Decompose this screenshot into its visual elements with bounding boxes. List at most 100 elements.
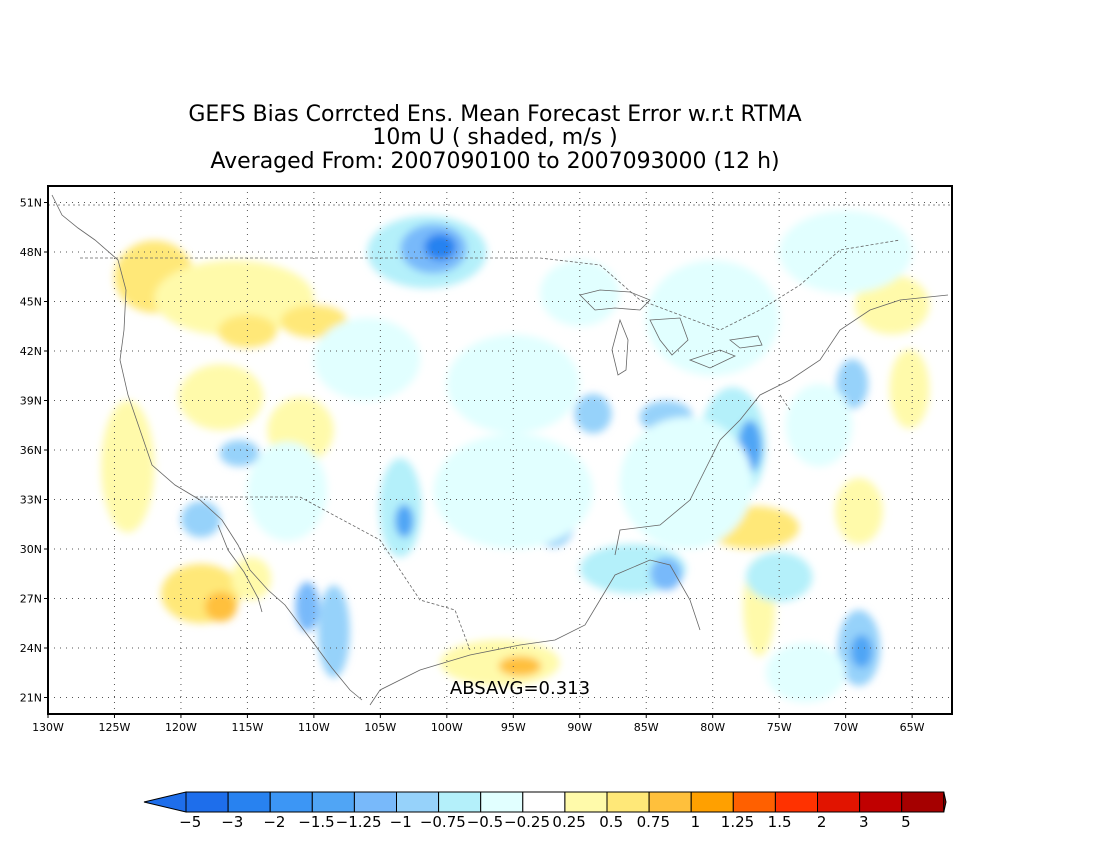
colorbar-label: −0.25 xyxy=(504,813,550,831)
colorbar-swatch xyxy=(185,791,229,813)
great-lakes xyxy=(579,289,763,376)
colorbar-label: −0.5 xyxy=(467,813,503,831)
colorbar-label: −1.5 xyxy=(298,813,334,831)
title-line-2: 10m U ( shaded, m/s ) xyxy=(372,125,618,150)
shaded-blob xyxy=(313,318,421,401)
longitude-labels: 130W 125W 120W 115W 110W 105W 100W 95W 90W 85W 80W… xyxy=(32,714,925,734)
shaded-blob xyxy=(180,501,221,538)
lon-tick-label: 90W xyxy=(567,721,592,734)
shaded-blob xyxy=(835,478,883,545)
shaded-blob xyxy=(154,260,314,337)
colorbar-swatch xyxy=(438,791,482,813)
shaded-blob xyxy=(650,557,683,591)
lon-tick-label: 125W xyxy=(99,721,131,734)
colorbar-swatch xyxy=(774,791,819,813)
colorbar-swatch xyxy=(859,791,903,813)
lon-tick-label: 75W xyxy=(767,721,792,734)
lat-tick-label: 27N xyxy=(20,593,42,606)
colorbar-swatch xyxy=(732,791,776,813)
colorbar-swatch xyxy=(522,791,566,813)
coastlines xyxy=(48,194,952,706)
lat-tick-label: 36N xyxy=(20,444,42,457)
colorbar-swatch xyxy=(648,791,692,813)
shaded-blob xyxy=(204,591,237,622)
lon-tick-label: 100W xyxy=(431,721,463,734)
colorbar-swatch xyxy=(227,791,271,813)
shaded-blob xyxy=(889,349,930,429)
shaded-blob xyxy=(498,656,542,677)
shaded-blob xyxy=(424,233,457,261)
colorbar-swatch xyxy=(269,791,313,813)
colorbar-label: 2 xyxy=(817,813,827,831)
shaded-blob xyxy=(295,582,320,632)
shaded-blob xyxy=(854,275,930,335)
lon-tick-label: 130W xyxy=(32,721,64,734)
lat-tick-label: 39N xyxy=(20,395,42,408)
lon-tick-label: 95W xyxy=(501,721,526,734)
colorbar-label: −2 xyxy=(263,813,285,831)
lon-tick-label: 70W xyxy=(833,721,858,734)
lat-tick-label: 51N xyxy=(20,197,42,210)
colorbar-label: −5 xyxy=(179,813,201,831)
colorbar-label: 1 xyxy=(691,813,701,831)
shaded-blob xyxy=(247,441,328,541)
lon-tick-label: 110W xyxy=(298,721,330,734)
lon-tick-label: 120W xyxy=(165,721,197,734)
shaded-blob xyxy=(850,634,873,668)
absavg-annotation: ABSAVG=0.313 xyxy=(450,678,590,699)
lat-tick-label: 30N xyxy=(20,543,42,556)
colorbar-swatch xyxy=(353,791,397,813)
colorbar-label: 0.5 xyxy=(599,813,623,831)
lon-tick-label: 85W xyxy=(634,721,659,734)
colorbar-high-arrow xyxy=(943,791,947,813)
shaded-blob xyxy=(178,364,264,431)
colorbar-label: 3 xyxy=(859,813,869,831)
colorbar-low-arrow xyxy=(143,791,187,813)
shaded-blob xyxy=(394,504,414,538)
shaded-blob xyxy=(619,417,753,549)
colorbar-labels: −5 −3 −2 −1.5 −1.25 −1 −0.75 −0.5 −0.25 0.25 0.5 0.… xyxy=(179,813,911,831)
colorbar-swatch xyxy=(480,791,524,813)
lon-tick-label: 65W xyxy=(900,721,925,734)
colorbar-label: 1.5 xyxy=(768,813,792,831)
colorbar-swatch xyxy=(564,791,608,813)
shaded-blob xyxy=(101,400,155,533)
lat-tick-label: 33N xyxy=(20,494,42,507)
lon-tick-label: 80W xyxy=(700,721,725,734)
colorbar-swatch xyxy=(311,791,355,813)
colorbar-label: −0.75 xyxy=(420,813,466,831)
colorbar-swatch xyxy=(606,791,650,813)
shaded-blob xyxy=(317,585,350,678)
lon-tick-label: 105W xyxy=(364,721,396,734)
lat-tick-label: 21N xyxy=(20,692,42,705)
lat-tick-label: 42N xyxy=(20,345,42,358)
lat-tick-label: 24N xyxy=(20,642,42,655)
shaded-blob xyxy=(574,393,612,434)
shaded-blob xyxy=(836,359,869,409)
colorbar-label: 5 xyxy=(901,813,911,831)
shaded-blob xyxy=(745,552,813,602)
shaded-blob xyxy=(765,643,846,703)
colorbar-label: −1.25 xyxy=(336,813,382,831)
lon-tick-label: 115W xyxy=(231,721,263,734)
colorbar-label: 0.75 xyxy=(637,813,670,831)
colorbar-label: 1.25 xyxy=(721,813,754,831)
colorbar-label: 0.25 xyxy=(552,813,585,831)
colorbar-swatch xyxy=(690,791,734,813)
colorbar-label: −1 xyxy=(390,813,412,831)
lat-tick-label: 45N xyxy=(20,296,42,309)
title-line-1: GEFS Bias Corrcted Ens. Mean Forecast Er… xyxy=(188,102,802,127)
colorbar-swatch xyxy=(901,791,945,813)
title-line-3: Averaged From: 2007090100 to 2007093000 … xyxy=(210,149,780,174)
shaded-blob xyxy=(218,314,277,348)
graticule xyxy=(48,186,952,714)
colorbar-swatch xyxy=(396,791,440,813)
lat-tick-label: 48N xyxy=(20,246,42,259)
colorbar xyxy=(143,791,947,813)
colorbar-swatch xyxy=(817,791,861,813)
colorbar-label: −3 xyxy=(221,813,243,831)
shaded-blob xyxy=(433,433,594,549)
shaded-blob xyxy=(219,440,260,467)
shaded-blob xyxy=(231,557,272,601)
